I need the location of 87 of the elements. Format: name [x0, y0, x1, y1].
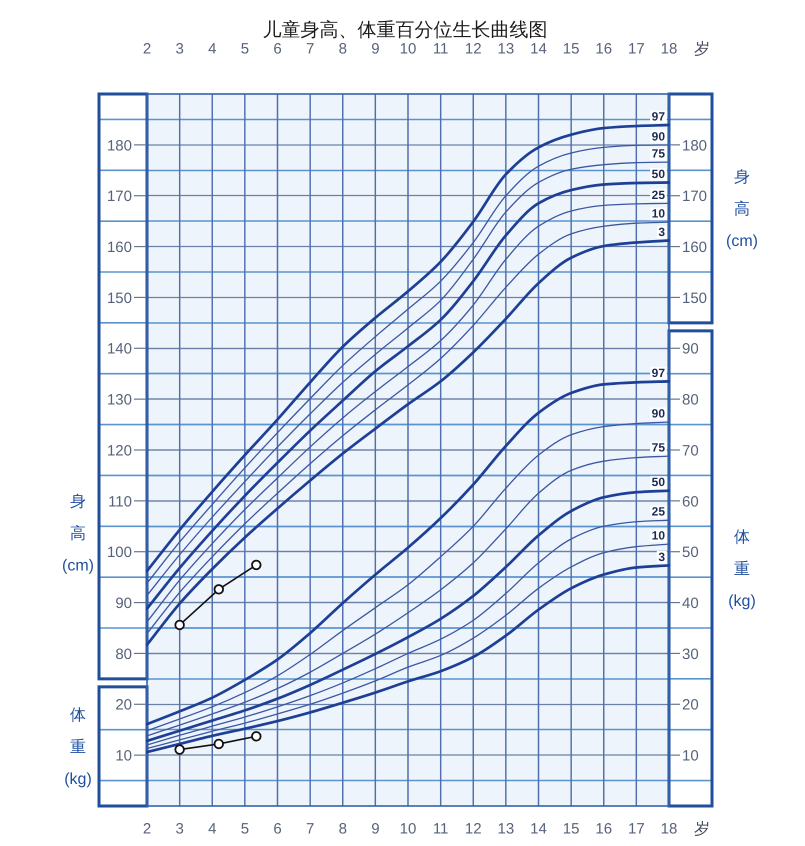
y2-tick-label: 170 [682, 188, 708, 206]
y2-tick-label: 20 [682, 696, 699, 714]
x-axis-title: 岁 [694, 820, 710, 838]
point [251, 560, 262, 570]
series-label: 25 [652, 188, 666, 202]
series-label: 3 [658, 224, 666, 239]
point [174, 744, 185, 755]
x-tick-label: 7 [306, 820, 314, 838]
x2-tick-label: 8 [338, 40, 347, 58]
point [174, 620, 185, 630]
series-label: 90 [652, 129, 666, 144]
y2-tick-label: 80 [682, 392, 699, 409]
x-tick-label: 13 [498, 820, 514, 838]
x2-tick-label: 11 [432, 40, 448, 58]
series-label: 50 [652, 166, 666, 181]
y2-tick-label: 160 [682, 238, 708, 256]
y-tick-label: 10 [115, 748, 132, 765]
y-axis-title: 身高(cm) [62, 493, 94, 574]
series-label: 10 [652, 206, 666, 221]
x-tick-label: 10 [400, 820, 416, 838]
x-tick-label: 12 [464, 820, 482, 838]
x-tick-label: 4 [208, 820, 216, 838]
x2-tick-label: 7 [306, 40, 314, 58]
y-tick-label: 80 [115, 646, 132, 663]
y2-tick-label: 10 [682, 748, 699, 765]
x2-tick-label: 14 [530, 40, 547, 58]
y2-tick-label: 150 [682, 290, 708, 307]
y-tick-label: 160 [106, 238, 132, 256]
point [251, 731, 262, 742]
series-label: 3 [658, 550, 666, 564]
series-label: 90 [652, 406, 666, 421]
x2-tick-label: 12 [464, 40, 482, 58]
y2-tick-label: 70 [682, 442, 699, 460]
series-label: 75 [652, 440, 666, 455]
y2-axis-title: 身高(cm) [726, 169, 758, 250]
x-tick-label: 16 [595, 820, 612, 838]
series-label: 50 [652, 475, 666, 490]
x2-tick-label: 6 [273, 40, 282, 58]
y-tick-label: 110 [108, 493, 132, 510]
y-tick-label: 120 [106, 442, 132, 460]
point [214, 584, 224, 595]
x2-tick-label: 13 [498, 40, 514, 58]
y2-tick-label: 50 [682, 544, 699, 562]
chart-title: 儿童身高、体重百分位生长曲线图 [262, 19, 548, 41]
y2-axis-title: 体重(kg) [728, 529, 756, 610]
series-label: 25 [652, 504, 666, 519]
x2-tick-label: 16 [595, 40, 612, 58]
series-label: 97 [652, 366, 666, 380]
y2-tick-label: 90 [682, 340, 699, 358]
x-tick-label: 2 [142, 820, 152, 838]
y-tick-label: 90 [115, 594, 132, 612]
x-tick-label: 9 [371, 820, 380, 838]
x2-tick-label: 10 [400, 40, 416, 58]
y2-tick-label: 40 [682, 594, 699, 612]
y-axis-title: 体重(kg) [64, 707, 92, 788]
x2-tick-label: 9 [371, 40, 380, 58]
x2-tick-label: 17 [628, 40, 645, 58]
y-tick-label: 140 [106, 340, 132, 358]
x-tick-label: 18 [660, 820, 678, 838]
x-tick-label: 17 [628, 820, 645, 838]
series-label: 75 [652, 146, 666, 161]
x2-tick-label: 3 [175, 40, 184, 58]
x-tick-label: 14 [530, 820, 547, 838]
x-tick-label: 8 [338, 820, 347, 838]
x-tick-label: 5 [240, 820, 250, 838]
x-tick-label: 6 [273, 820, 282, 838]
x2-axis-title: 岁 [694, 40, 710, 58]
x-tick-label: 3 [175, 820, 184, 838]
x2-tick-label: 15 [562, 40, 580, 58]
y-tick-label: 20 [115, 696, 132, 714]
y2-tick-label: 60 [682, 493, 699, 510]
series-label: 97 [652, 110, 666, 124]
y-tick-label: 130 [106, 392, 132, 409]
x2-tick-label: 4 [208, 40, 216, 58]
y2-tick-label: 30 [682, 646, 699, 663]
y-tick-label: 150 [106, 290, 132, 307]
x-tick-label: 15 [562, 820, 580, 838]
x-tick-label: 11 [432, 820, 448, 838]
y-tick-label: 170 [106, 188, 132, 206]
y-tick-label: 180 [106, 137, 132, 154]
series-label: 10 [652, 528, 666, 543]
point [214, 738, 224, 750]
x2-tick-label: 5 [240, 40, 250, 58]
x2-tick-label: 2 [142, 40, 152, 58]
y2-tick-label: 180 [682, 137, 708, 154]
x2-tick-label: 18 [660, 40, 678, 58]
y-tick-label: 100 [106, 544, 132, 562]
